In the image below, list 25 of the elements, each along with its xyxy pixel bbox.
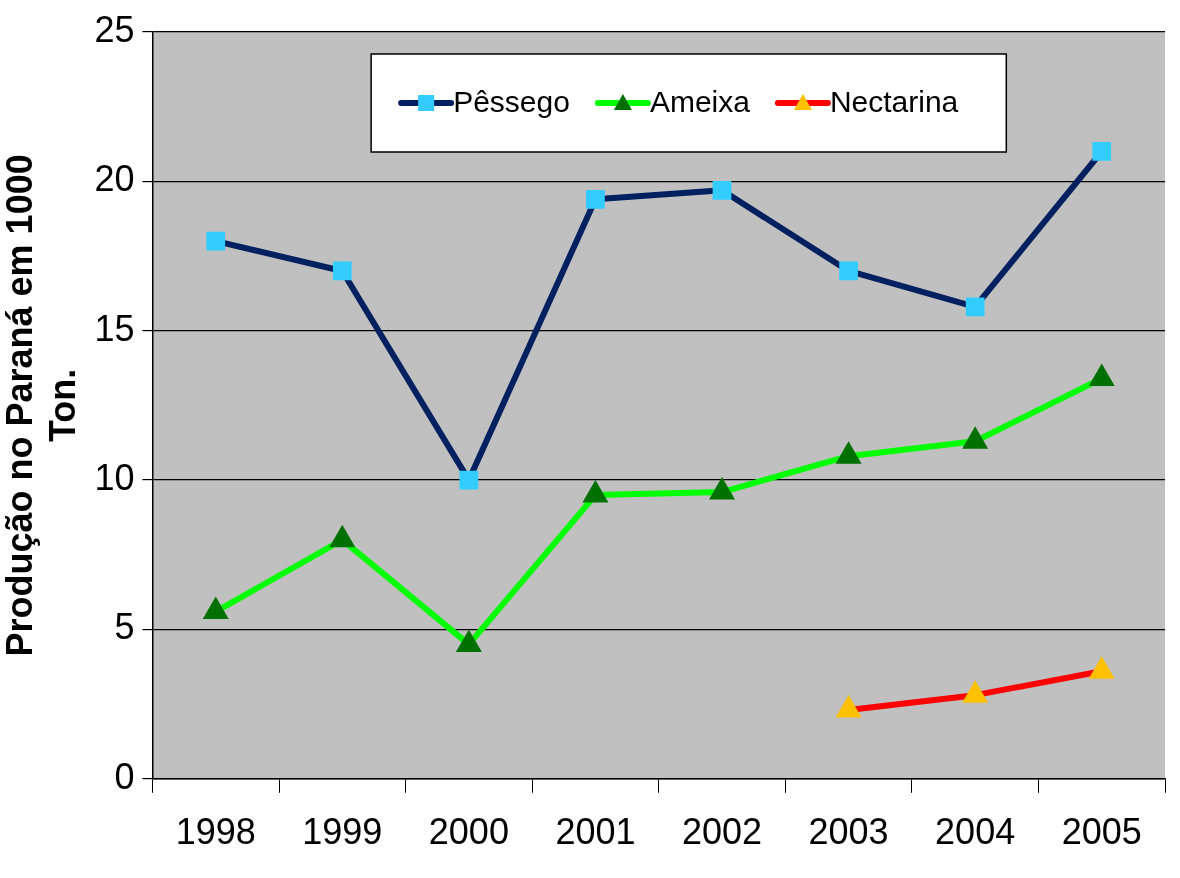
y-tick-label: 25 [94, 8, 135, 50]
legend-label: Nectarina [829, 85, 959, 119]
point [839, 261, 858, 281]
y-tick-label: 10 [94, 457, 135, 498]
x-tick-label: 2001 [555, 811, 636, 853]
x-tick-label: 2005 [1061, 811, 1142, 853]
point [586, 189, 605, 209]
x-tick-label: 2004 [935, 811, 1016, 853]
x-tick-label: 2002 [681, 811, 763, 853]
y-tick-label: 0 [114, 755, 135, 797]
point [965, 297, 985, 317]
x-tick-label: 2000 [428, 811, 509, 853]
y-axis-title: Produção no Paraná em 1000 Ton. [0, 154, 83, 657]
y-tick-label: 20 [94, 158, 135, 200]
legend-label: Ameixa [649, 85, 751, 119]
x-tick-label: 1999 [302, 811, 383, 853]
point [332, 261, 352, 281]
point [206, 231, 226, 251]
y-tick-label: 5 [114, 606, 135, 648]
point [1092, 142, 1112, 161]
point [712, 180, 732, 200]
y-tick-label: 15 [94, 307, 135, 349]
x-tick-label: 2003 [808, 811, 889, 853]
x-tick-label: 1998 [175, 811, 256, 853]
legend-label: Pêssego [453, 85, 570, 119]
